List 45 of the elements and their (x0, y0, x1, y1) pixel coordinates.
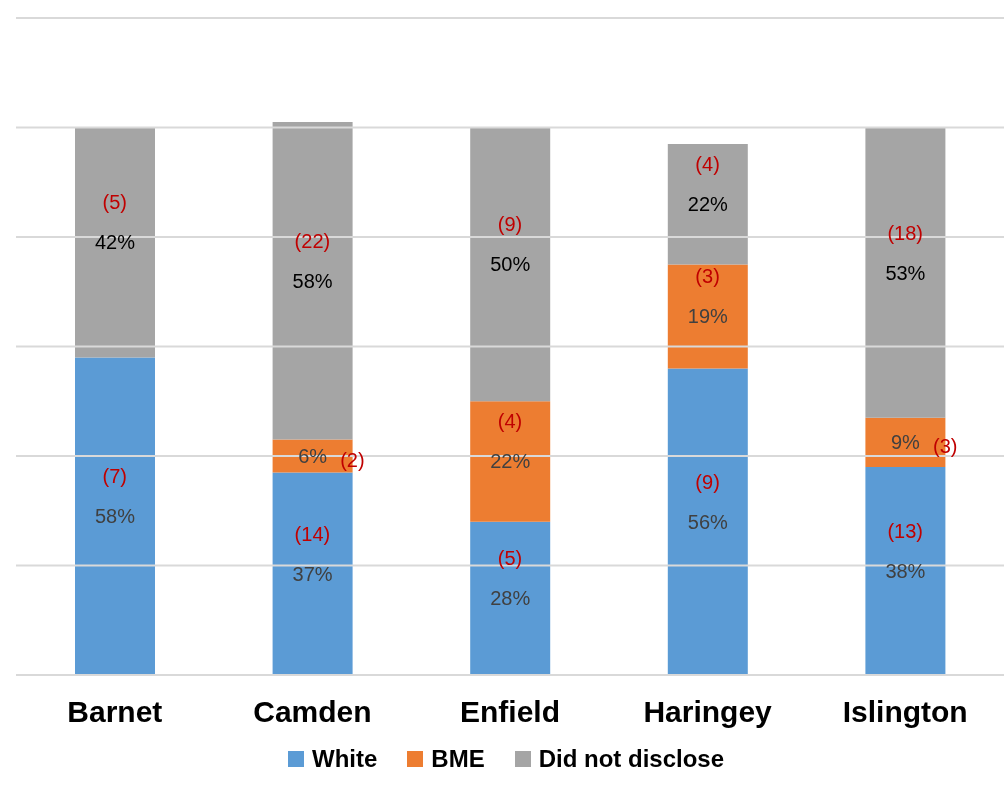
legend-label: Did not disclose (538, 745, 725, 773)
bar (272, 472, 353, 675)
data-label: 58% (292, 269, 333, 292)
bar (470, 401, 551, 522)
bar (667, 143, 748, 265)
annotation: (5) (102, 191, 128, 214)
annotation: (3) (695, 265, 720, 288)
annotation: (4) (497, 410, 523, 433)
data-label: 9% (890, 431, 921, 454)
x-tick-label: Enfield (459, 695, 561, 729)
bar (75, 357, 155, 675)
data-label: 50% (490, 253, 531, 276)
bar (865, 127, 946, 418)
annotation: (4) (695, 153, 720, 176)
data-label: 56% (687, 510, 729, 533)
annotation: (22) (294, 229, 331, 252)
annotation: (13) (887, 519, 923, 542)
annotation: (18) (887, 221, 923, 244)
legend-label: BME (431, 745, 485, 773)
x-tick-label: Camden (253, 695, 372, 729)
legend-label: White (311, 745, 378, 773)
data-label: 58% (94, 505, 136, 528)
bar (470, 521, 551, 675)
x-tick-label: Barnet (67, 695, 163, 729)
bar (470, 127, 551, 402)
data-label: 19% (687, 305, 729, 328)
bar (667, 368, 748, 675)
data-label: 22% (687, 193, 729, 216)
data-label: 42% (94, 231, 136, 254)
data-label: 53% (885, 261, 926, 284)
x-tick-label: Islington (842, 695, 968, 729)
data-label: 28% (490, 587, 531, 610)
annotation: (14) (294, 522, 331, 545)
annotation: (7) (102, 465, 128, 488)
bar (75, 127, 155, 358)
data-label: 38% (885, 559, 926, 582)
annotation: (9) (695, 470, 720, 493)
bar (272, 122, 353, 440)
x-tick-label: Haringey (643, 695, 773, 729)
data-label: 22% (490, 450, 531, 473)
annotation: (5) (497, 547, 523, 570)
annotation: (9) (497, 213, 523, 236)
data-label: 37% (292, 562, 333, 585)
bar (865, 466, 946, 675)
bar (667, 264, 748, 369)
